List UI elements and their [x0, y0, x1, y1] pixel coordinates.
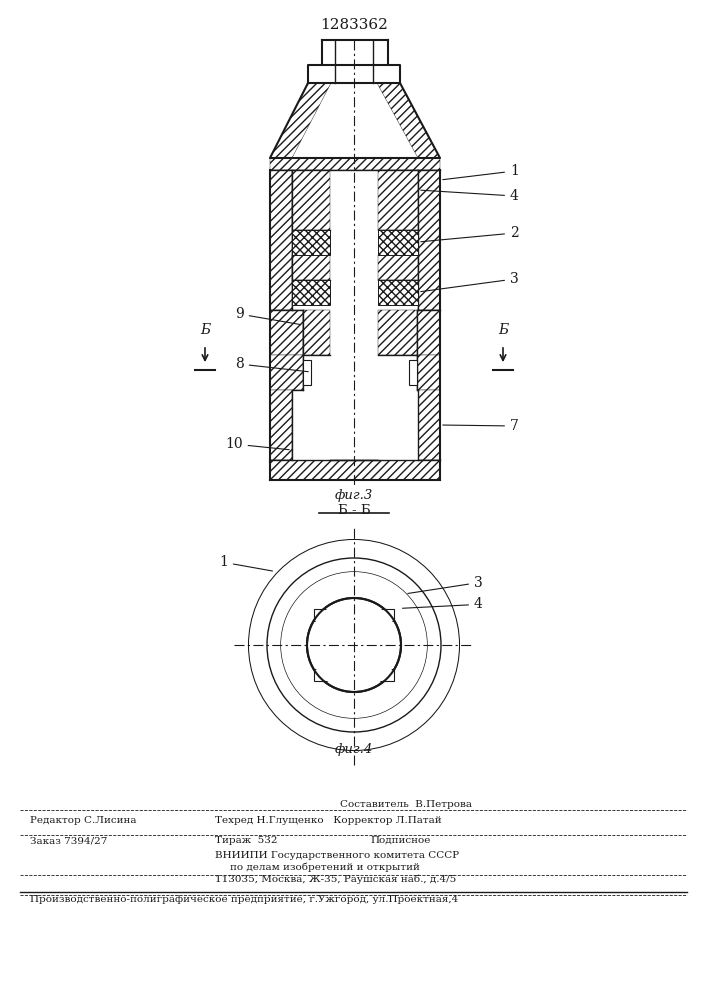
Text: Б: Б [200, 323, 210, 337]
Polygon shape [270, 310, 303, 355]
Polygon shape [378, 255, 418, 280]
Polygon shape [270, 170, 292, 310]
Polygon shape [418, 170, 440, 310]
Text: 1283362: 1283362 [320, 18, 388, 32]
Polygon shape [270, 390, 292, 460]
Text: по делам изобретений и открытий: по делам изобретений и открытий [230, 863, 420, 872]
Polygon shape [292, 390, 330, 460]
Polygon shape [378, 390, 418, 460]
Text: 4: 4 [402, 597, 483, 611]
Polygon shape [292, 230, 330, 255]
Ellipse shape [267, 558, 441, 732]
Ellipse shape [281, 572, 427, 718]
Text: 2: 2 [421, 226, 519, 242]
Ellipse shape [281, 572, 427, 718]
Polygon shape [270, 460, 440, 480]
Polygon shape [292, 170, 330, 230]
Ellipse shape [309, 600, 399, 690]
Text: 7: 7 [443, 419, 519, 433]
Text: Тираж  532: Тираж 532 [215, 836, 278, 845]
Ellipse shape [249, 540, 459, 750]
Polygon shape [418, 390, 440, 460]
Ellipse shape [293, 584, 415, 706]
Text: Подписное: Подписное [370, 836, 431, 845]
Text: ВНИИПИ Государственного комитета СССР: ВНИИПИ Государственного комитета СССР [215, 851, 459, 860]
Polygon shape [377, 83, 440, 158]
Text: Техред Н.Глущенко   Корректор Л.Патай: Техред Н.Глущенко Корректор Л.Патай [215, 816, 442, 825]
Text: фиг.3: фиг.3 [335, 488, 373, 502]
Polygon shape [270, 355, 303, 390]
Polygon shape [378, 310, 417, 355]
Text: 3: 3 [421, 272, 519, 292]
Text: 4: 4 [421, 189, 519, 203]
Text: Заказ 7394/27: Заказ 7394/27 [30, 836, 107, 845]
Text: Составитель  В.Петрова: Составитель В.Петрова [340, 800, 472, 809]
Polygon shape [292, 255, 330, 280]
Bar [314, 609, 394, 621]
Polygon shape [292, 280, 330, 305]
Bar [303, 360, 311, 385]
Text: 1: 1 [443, 164, 519, 180]
Polygon shape [378, 280, 418, 305]
Ellipse shape [307, 598, 401, 692]
Polygon shape [270, 83, 331, 158]
Text: 10: 10 [225, 437, 289, 451]
Text: Редактор С.Лисина: Редактор С.Лисина [30, 816, 136, 825]
Text: 8: 8 [235, 357, 308, 372]
Bar [314, 669, 394, 681]
Ellipse shape [307, 598, 401, 692]
Text: Производственно-полиграфическое предприятие, г.Ужгород, ул.Проектная,4: Производственно-полиграфическое предприя… [30, 895, 458, 904]
Polygon shape [378, 230, 418, 255]
Polygon shape [417, 355, 440, 390]
Text: фиг.4: фиг.4 [335, 744, 373, 756]
Polygon shape [417, 310, 440, 355]
Text: Б - Б: Б - Б [338, 504, 370, 516]
Text: 113035, Москва, Ж-35, Раушская наб., д.4/5: 113035, Москва, Ж-35, Раушская наб., д.4… [215, 875, 456, 884]
Text: 3: 3 [408, 576, 483, 593]
Polygon shape [378, 170, 418, 230]
Bar [409, 360, 417, 385]
Polygon shape [270, 158, 440, 170]
Text: 9: 9 [235, 307, 300, 325]
Text: Б: Б [498, 323, 508, 337]
Polygon shape [303, 310, 330, 355]
Ellipse shape [249, 540, 459, 750]
Text: 1: 1 [219, 555, 272, 571]
